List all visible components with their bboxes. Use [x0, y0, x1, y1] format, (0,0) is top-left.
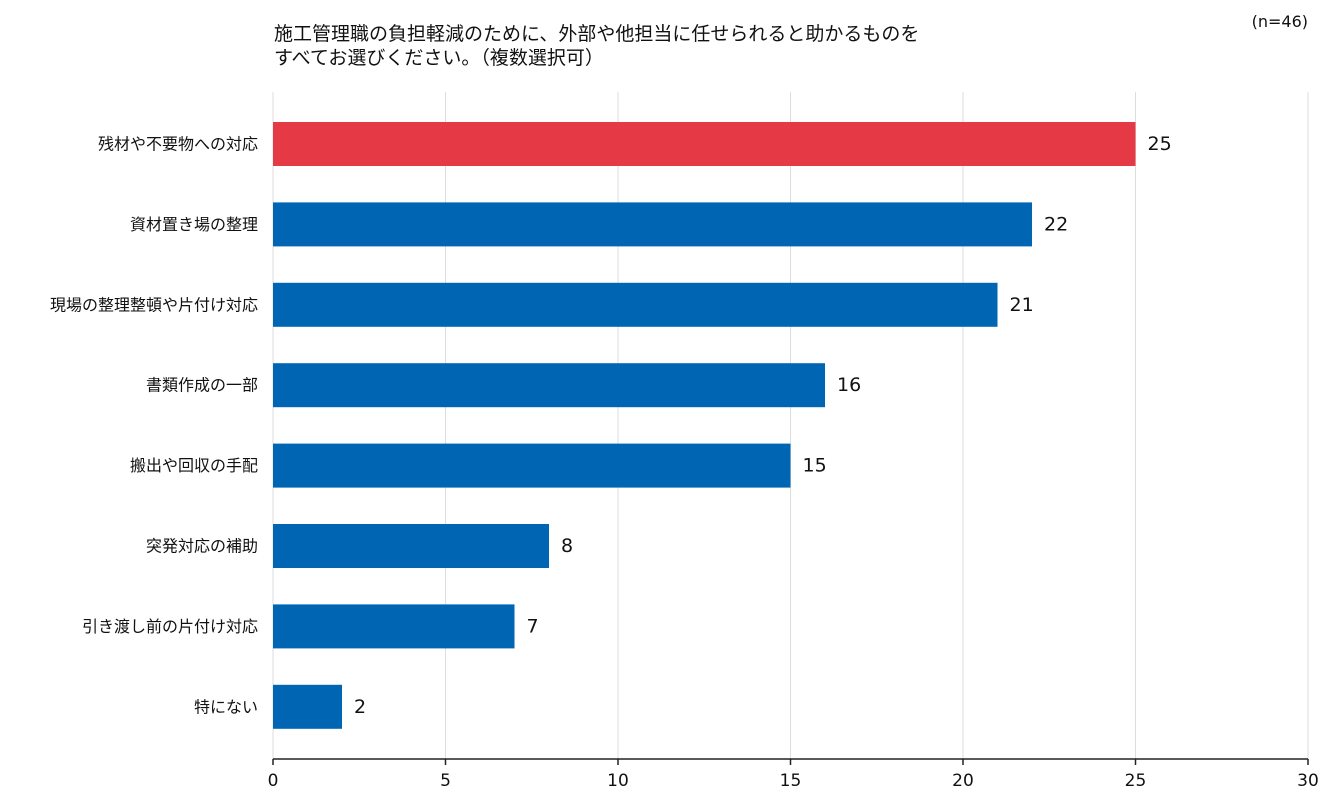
bar: [273, 282, 998, 327]
bar: [273, 604, 515, 649]
category-label: 残材や不要物への対応: [98, 135, 258, 154]
chart-title: 施工管理職の負担軽減のために、外部や他担当に任せられると助かるものを すべてお選…: [274, 22, 919, 70]
bar: [273, 202, 1032, 247]
bar: [273, 443, 791, 488]
data-label: 8: [561, 535, 573, 557]
x-tick-label: 10: [607, 771, 629, 791]
data-label: 7: [527, 615, 539, 637]
data-label: 2: [354, 696, 366, 718]
category-label: 搬出や回収の手配: [130, 456, 258, 475]
x-tick-label: 25: [1125, 771, 1147, 791]
chart-title-line-1: 施工管理職の負担軽減のために、外部や他担当に任せられると助かるものを: [274, 23, 920, 45]
x-tick-label: 20: [952, 771, 974, 791]
data-label: 15: [803, 455, 827, 477]
category-label: 突発対応の補助: [146, 537, 258, 556]
category-label: 現場の整理整頓や片付け対応: [50, 295, 258, 314]
bar: [273, 363, 825, 408]
category-label: 特にない: [194, 697, 258, 716]
category-label: 資材置き場の整理: [130, 215, 258, 234]
x-tick-label: 15: [780, 771, 802, 791]
bar: [273, 684, 342, 729]
sample-size-label: (n=46): [1251, 12, 1308, 31]
data-label: 21: [1010, 294, 1034, 316]
x-tick-label: 0: [268, 771, 279, 791]
x-tick-label: 5: [440, 771, 451, 791]
category-label: 書類作成の一部: [146, 376, 258, 395]
data-label: 16: [837, 374, 861, 396]
data-label: 22: [1044, 213, 1068, 235]
x-tick-label: 30: [1297, 771, 1319, 791]
chart-title-line-2: すべてお選びください。（複数選択可）: [274, 47, 604, 69]
bar: [273, 122, 1136, 166]
bar: [273, 524, 549, 568]
category-label: 引き渡し前の片付け対応: [82, 617, 258, 636]
data-label: 25: [1148, 133, 1172, 155]
